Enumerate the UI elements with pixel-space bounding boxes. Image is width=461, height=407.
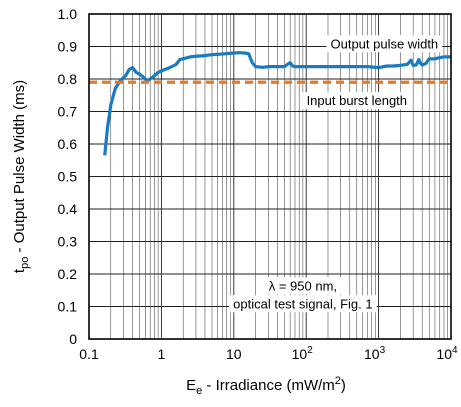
output-pulse-width-label: Output pulse width	[330, 36, 438, 51]
wavelength-note: λ = 950 nm,	[269, 278, 337, 293]
label-background	[326, 35, 443, 53]
y-tick-label: 0.1	[58, 299, 78, 315]
y-tick-label: 0.3	[58, 234, 78, 250]
y-tick-label: 0.6	[58, 136, 78, 152]
x-tick-label: 1	[158, 346, 166, 362]
x-tick-label: 104	[436, 345, 458, 362]
x-axis-label: Ee - Irradiance (mW/m2)	[186, 375, 346, 397]
y-tick-label: 0.4	[58, 201, 78, 217]
output-pulse-width-line	[103, 51, 451, 156]
y-tick-label: 0.2	[58, 266, 78, 282]
test-signal-note: optical test signal, Fig. 1	[233, 296, 372, 311]
axis-labels: Ee - Irradiance (mW/m2) tpo - Output Puls…	[11, 80, 346, 397]
y-tick-label: 0.5	[58, 169, 78, 185]
x-tick-label: 10	[226, 346, 242, 362]
y-tick-label: 0	[69, 331, 77, 347]
label-background	[264, 277, 342, 295]
x-tick-label: 102	[292, 345, 314, 362]
label-background	[229, 295, 377, 313]
y-axis-label: tpo - Output Pulse Width (ms)	[11, 80, 31, 273]
x-tick-label: 0.1	[79, 346, 99, 362]
frame-layer	[88, 13, 452, 340]
annotation-layer: Output pulse width Input burst length λ = …	[229, 35, 443, 313]
tick-labels: 00.10.20.30.40.50.60.70.80.91.00.1 1 10 102…	[58, 6, 458, 362]
y-tick-label: 0.9	[58, 39, 78, 55]
y-tick-label: 0.8	[58, 71, 78, 87]
y-tick-label: 1.0	[58, 6, 78, 22]
y-tick-label: 0.7	[58, 104, 78, 120]
label-background	[302, 92, 412, 110]
series-layer	[89, 51, 451, 156]
x-tick-label: 103	[364, 345, 386, 362]
plot-frame	[88, 13, 452, 340]
input-burst-length-label: Input burst length	[307, 93, 407, 108]
